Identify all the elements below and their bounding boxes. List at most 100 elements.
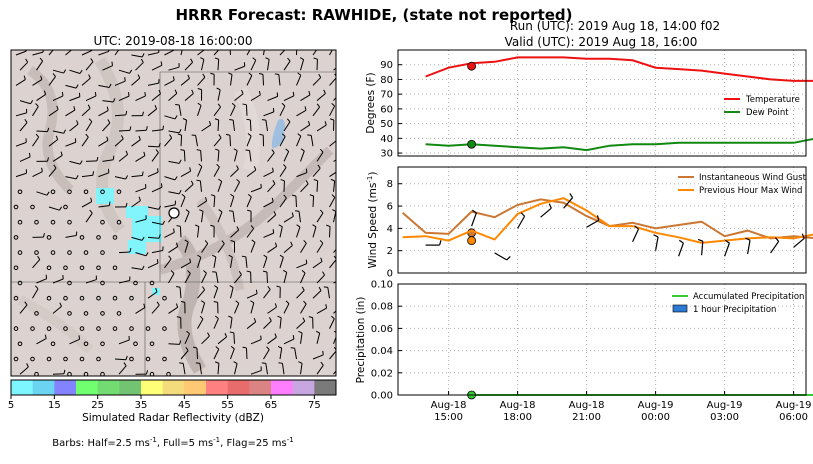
legend-dew-point: Dew Point bbox=[746, 108, 789, 118]
colorbar-tick-label: 35 bbox=[135, 400, 148, 411]
colorbar-cell bbox=[54, 380, 76, 395]
colorbar-label: Simulated Radar Reflectivity (dBZ) bbox=[82, 412, 264, 424]
map-wind-barb bbox=[197, 348, 198, 359]
map-wind-barb-feather bbox=[109, 202, 110, 206]
colorbar-tick-label: 75 bbox=[308, 400, 321, 411]
precip-legend: Accumulated Precipitation 1 hour Precipi… bbox=[672, 292, 804, 315]
ytick-label: 0.02 bbox=[371, 368, 393, 379]
wind-legend: Instantaneous Wind Gust Previous Hour Ma… bbox=[678, 173, 807, 196]
run-label: Run (UTC): 2019 Aug 18, 14:00 f02 bbox=[510, 19, 720, 33]
legend-max-wind: Previous Hour Max Wind bbox=[699, 186, 802, 196]
map-wind-barb bbox=[169, 344, 180, 345]
wind-barb bbox=[725, 243, 730, 256]
wind-barb-feather bbox=[549, 204, 551, 209]
map-wind-barb-feather bbox=[343, 275, 344, 279]
ytick-label: 40 bbox=[380, 134, 393, 145]
map-wind-barb-feather bbox=[242, 256, 246, 257]
wind-barb bbox=[541, 208, 552, 217]
colorbar-cell bbox=[206, 380, 228, 395]
map-wind-barb-feather bbox=[196, 180, 200, 181]
map-wind-barb-feather bbox=[317, 43, 320, 46]
map-wind-barb-feather bbox=[128, 92, 129, 96]
xtick-label-date: Aug-19 bbox=[707, 400, 743, 411]
wind-barb-feather bbox=[570, 193, 573, 197]
map-wind-barb-feather bbox=[126, 111, 127, 115]
xtick-label-date: Aug-18 bbox=[500, 400, 536, 411]
ytick-label: 8 bbox=[387, 179, 393, 190]
map-wind-barb-feather bbox=[62, 92, 63, 96]
precip-ylabel: Precipitation (in) bbox=[355, 297, 367, 384]
map-wind-barb-feather bbox=[229, 211, 233, 212]
map-wind-barb-feather bbox=[339, 302, 341, 305]
xtick-label-time: 06:00 bbox=[779, 412, 808, 423]
colorbar-tick-label: 65 bbox=[265, 400, 278, 411]
map-wind-barb bbox=[148, 146, 159, 147]
map-panel bbox=[11, 42, 344, 376]
xtick-label-date: Aug-19 bbox=[776, 400, 812, 411]
colorbar-cell bbox=[98, 380, 120, 395]
legend-wind-gust: Instantaneous Wind Gust bbox=[699, 173, 807, 183]
map-wind-barb-feather bbox=[79, 335, 80, 339]
series-line-temperature bbox=[426, 57, 813, 81]
map-wind-barb-feather bbox=[278, 363, 282, 364]
colorbar-tick-label: 15 bbox=[48, 400, 61, 411]
map-wind-barb-feather bbox=[338, 362, 340, 365]
map-wind-barb-feather bbox=[275, 74, 279, 75]
legend-temperature: Temperature bbox=[745, 95, 800, 105]
map-wind-barb-feather bbox=[142, 172, 143, 176]
map-wind-barb bbox=[250, 120, 251, 131]
map-wind-barb-feather bbox=[341, 60, 343, 64]
wind-barb bbox=[771, 241, 779, 252]
map-wind-barb bbox=[267, 272, 268, 283]
xtick-label-time: 15:00 bbox=[434, 412, 463, 423]
legend-hourly-precip: 1 hour Precipitation bbox=[693, 305, 776, 315]
map-wind-barb bbox=[119, 130, 130, 131]
ytick-label: 70 bbox=[380, 90, 393, 101]
map-wind-barb-feather bbox=[163, 126, 164, 130]
colorbar-cell bbox=[11, 380, 33, 395]
map-wind-barb-feather bbox=[332, 43, 335, 46]
valid-label: Valid (UTC): 2019 Aug 18, 16:00 bbox=[505, 35, 698, 49]
map-wind-barb bbox=[296, 196, 297, 207]
barbs-caption: Barbs: Half=2.5 ms-1, Full=5 ms-1, Flag=… bbox=[52, 436, 293, 449]
ytick-label: 0 bbox=[387, 269, 393, 280]
colorbar-tick-label: 25 bbox=[91, 400, 104, 411]
map-wind-barb-feather bbox=[273, 229, 274, 233]
map-wind-barb bbox=[246, 348, 247, 359]
map-wind-barb bbox=[37, 131, 48, 132]
current-marker bbox=[468, 237, 476, 245]
map-wind-barb-feather bbox=[157, 259, 158, 263]
ytick-label: 0.10 bbox=[371, 280, 393, 291]
map-wind-barb-feather bbox=[95, 92, 96, 96]
xtick-label-time: 18:00 bbox=[503, 412, 532, 423]
map-wind-barb-feather bbox=[293, 43, 297, 44]
temperature-legend: Temperature Dew Point bbox=[724, 95, 800, 118]
current-marker bbox=[468, 140, 476, 148]
xtick-label-time: 00:00 bbox=[641, 412, 670, 423]
ytick-label: 30 bbox=[380, 149, 393, 160]
map-wind-barb bbox=[115, 359, 126, 360]
map-wind-barb-feather bbox=[72, 44, 74, 48]
map-wind-barb bbox=[218, 120, 219, 131]
map-wind-barb-feather bbox=[261, 336, 262, 340]
wind-barb-feather bbox=[698, 239, 703, 241]
colorbar-tick-label: 5 bbox=[8, 400, 14, 411]
series-line-previous-hour-max-wind bbox=[403, 198, 813, 243]
wind-barb-feather bbox=[507, 256, 511, 260]
xtick-label-time: 21:00 bbox=[572, 412, 601, 423]
map-wind-barb-feather bbox=[293, 92, 294, 96]
map-wind-barb-feather bbox=[246, 150, 250, 151]
map-wind-barb bbox=[218, 59, 219, 70]
current-marker bbox=[468, 62, 476, 70]
map-wind-barb-feather bbox=[286, 44, 288, 47]
map-wind-barb-feather bbox=[29, 153, 30, 157]
colorbar-tick-label: 45 bbox=[178, 400, 191, 411]
map-wind-barb bbox=[234, 333, 235, 344]
map-wind-barb-feather bbox=[337, 167, 338, 171]
legend-accum-precip: Accumulated Precipitation bbox=[693, 292, 804, 302]
wind-barb-feather bbox=[679, 240, 683, 243]
map-wind-barb bbox=[230, 135, 231, 146]
